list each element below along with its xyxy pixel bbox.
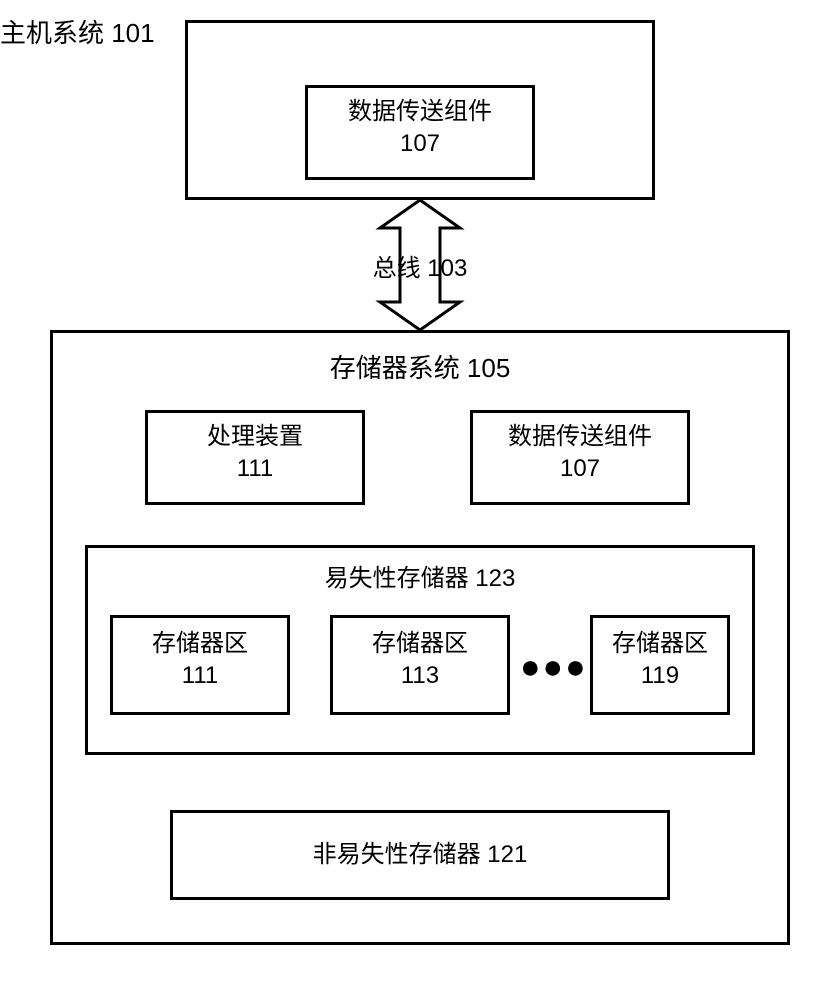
volatile-memory-title: 易失性存储器 123 bbox=[85, 558, 755, 593]
memory-data-transfer-id: 107 bbox=[473, 453, 687, 485]
memory-region-n-label: 存储器区 bbox=[593, 628, 727, 660]
bus-label-text: 总线 103 bbox=[373, 255, 468, 282]
bus-label: 总线 103 bbox=[355, 248, 485, 283]
processing-device-box: 处理装置 111 bbox=[145, 410, 365, 505]
host-system-title: 主机系统 101 bbox=[0, 16, 840, 51]
memory-system-title-text: 存储器系统 105 bbox=[330, 353, 511, 383]
host-system-title-text: 主机系统 101 bbox=[0, 16, 840, 51]
memory-region-1-id: 111 bbox=[113, 660, 287, 692]
ellipsis-icon: ●●● bbox=[520, 648, 580, 687]
nonvolatile-memory-label: 非易失性存储器 121 bbox=[173, 839, 667, 871]
processing-device-label: 处理装置 bbox=[148, 421, 362, 453]
memory-region-1-label: 存储器区 bbox=[113, 628, 287, 660]
host-data-transfer-id: 107 bbox=[308, 128, 532, 160]
memory-region-2-box: 存储器区 113 bbox=[330, 615, 510, 715]
memory-region-2-label: 存储器区 bbox=[333, 628, 507, 660]
processing-device-id: 111 bbox=[148, 453, 362, 485]
memory-data-transfer-box: 数据传送组件 107 bbox=[470, 410, 690, 505]
volatile-memory-title-text: 易失性存储器 123 bbox=[325, 565, 516, 592]
memory-region-1-box: 存储器区 111 bbox=[110, 615, 290, 715]
memory-region-n-box: 存储器区 119 bbox=[590, 615, 730, 715]
memory-system-title: 存储器系统 105 bbox=[50, 348, 790, 385]
memory-region-n-id: 119 bbox=[593, 660, 727, 692]
host-data-transfer-box: 数据传送组件 107 bbox=[305, 85, 535, 180]
memory-region-2-id: 113 bbox=[333, 660, 507, 692]
ellipsis-text: ●●● bbox=[520, 648, 588, 686]
diagram-canvas: 主机系统 101 数据传送组件 107 总线 103 存储器系统 105 处理装… bbox=[0, 0, 840, 1000]
nonvolatile-memory-box: 非易失性存储器 121 bbox=[170, 810, 670, 900]
host-data-transfer-label: 数据传送组件 bbox=[308, 96, 532, 128]
memory-data-transfer-label: 数据传送组件 bbox=[473, 421, 687, 453]
